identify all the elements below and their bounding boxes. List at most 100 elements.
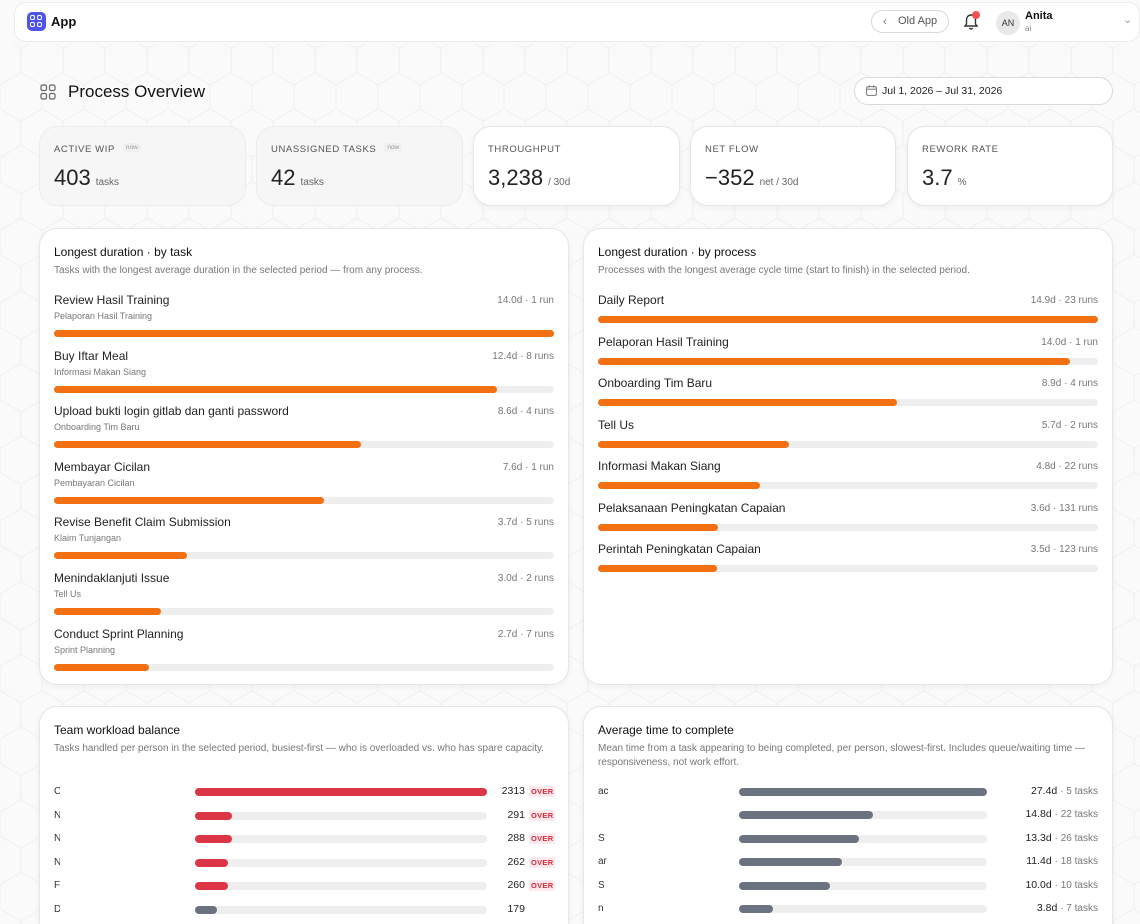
completion-time-bar-track: [739, 905, 987, 913]
process-name[interactable]: Perintah Peningkatan Capaian: [598, 542, 761, 556]
kpi-card-active-wip[interactable]: ACTIVE WIP now 403 tasks: [39, 126, 246, 206]
team-member-name[interactable]: N: [54, 856, 60, 868]
old-app-button[interactable]: ‹ Old App: [871, 10, 949, 33]
team-member-name[interactable]: D: [54, 904, 60, 915]
task-name[interactable]: Review Hasil Training: [54, 293, 170, 307]
avg-duration: 11.4d: [1026, 855, 1052, 868]
task-process-name: Informasi Makan Siang: [54, 366, 147, 377]
panel-title: Average time to complete: [598, 723, 734, 737]
kpi-badge: now: [122, 143, 141, 152]
duration-bar-track: [598, 440, 1098, 448]
app-name[interactable]: App: [51, 14, 77, 29]
process-name[interactable]: Onboarding Tim Baru: [598, 376, 713, 390]
duration-bar: [54, 552, 187, 560]
task-duration-meta: 14.0d · 1 run: [497, 295, 554, 306]
team-member-name[interactable]: ar: [598, 856, 607, 868]
date-range-picker[interactable]: Jul 1, 2026 – Jul 31, 2026: [854, 77, 1113, 105]
task-name[interactable]: Revise Benefit Claim Submission: [54, 515, 231, 530]
task-name[interactable]: Membayar Cicilan: [54, 459, 151, 474]
workload-bar: [195, 788, 487, 796]
task-process-name: Onboarding Tim Baru: [54, 422, 140, 433]
process-duration-meta: 5.7d · 2 runs: [1041, 419, 1098, 431]
kpi-card-net-flow[interactable]: NET FLOW −352 net / 30d: [690, 126, 896, 206]
process-name[interactable]: Pelaksanaan Peningkatan Capaian: [598, 500, 786, 515]
kpi-label: REWORK RATE: [922, 144, 999, 155]
kpi-value: −352 net / 30d: [705, 165, 799, 190]
task-count: · 5 tasks: [1060, 786, 1098, 797]
longest-duration-by-task-panel: Longest duration · by task Tasks with th…: [39, 228, 569, 685]
task-count: · 18 tasks: [1054, 856, 1098, 868]
kpi-card-throughput[interactable]: THROUGHPUT 3,238/ 30d: [473, 126, 680, 206]
team-member-name[interactable]: N: [54, 833, 60, 845]
team-member-name[interactable]: F: [54, 880, 60, 892]
average-time-to-complete-panel: Average time to complete Mean time from …: [583, 706, 1113, 924]
avg-duration: 10.0d: [1025, 878, 1052, 891]
task-name[interactable]: Conduct Sprint Planning: [54, 626, 184, 641]
task-process-name: Sprint Planning: [54, 644, 116, 655]
completion-time-value: 13.3d · 26 tasks: [1025, 832, 1098, 844]
completion-time-value: 11.4d · 18 tasks: [1026, 855, 1098, 867]
task-name[interactable]: Buy Iftar Meal: [54, 348, 129, 363]
process-name[interactable]: Informasi Makan Siang: [598, 459, 721, 473]
duration-bar-track: [54, 441, 554, 449]
panel-description: Mean time from a task appearing to being…: [598, 743, 1085, 768]
app-logo-icon[interactable]: [27, 12, 46, 31]
team-member-name[interactable]: S: [598, 832, 605, 844]
panel-title: Team workload balance: [54, 723, 181, 737]
over-badge: OVER: [529, 880, 556, 892]
duration-bar: [598, 316, 1098, 323]
workload-bar-track: [195, 788, 487, 796]
duration-bar-track: [54, 608, 554, 615]
duration-bar: [598, 399, 897, 406]
page-title: Process Overview: [68, 82, 205, 101]
duration-bar-track: [598, 357, 1098, 365]
duration-bar-track: [598, 482, 1098, 489]
chevron-down-icon[interactable]: ⌄: [1123, 14, 1133, 26]
team-member-name[interactable]: S: [598, 879, 605, 891]
duration-bar: [54, 608, 161, 615]
process-name[interactable]: Tell Us: [598, 417, 635, 432]
duration-bar-track: [54, 663, 554, 671]
panel-description: Tasks with the longest average duration …: [54, 265, 423, 276]
workload-bar: [195, 811, 232, 820]
task-count: 291: [507, 808, 525, 821]
completion-time-bar: [739, 881, 830, 890]
team-member-name[interactable]: ac: [598, 786, 608, 797]
duration-bar: [54, 441, 361, 449]
duration-bar-track: [598, 565, 1098, 572]
kpi-value: 3,238/ 30d: [488, 165, 571, 190]
duration-bar: [598, 482, 760, 489]
task-process-name: Pelaporan Hasil Training: [54, 311, 153, 321]
kpi-label: ACTIVE WIP now: [54, 143, 141, 155]
process-name[interactable]: Daily Report: [598, 293, 665, 307]
kpi-value: 3.7%: [922, 165, 967, 190]
old-app-label: Old App: [898, 15, 938, 27]
task-name[interactable]: Upload bukti login gitlab dan ganti pass…: [54, 404, 289, 419]
panel-description: Processes with the longest average cycle…: [598, 265, 970, 276]
kpi-card-rework-rate[interactable]: REWORK RATE 3.7%: [907, 126, 1113, 206]
task-count: · 10 tasks: [1054, 879, 1098, 891]
completion-time-bar: [739, 788, 987, 796]
task-count: 288: [507, 832, 525, 845]
team-member-name[interactable]: n: [598, 903, 604, 914]
process-name[interactable]: Pelaporan Hasil Training: [598, 334, 729, 349]
over-badge: OVER: [529, 809, 556, 821]
duration-bar-track: [54, 385, 554, 393]
workload-bar: [195, 858, 228, 867]
team-member-name[interactable]: C: [54, 786, 60, 797]
completion-time-bar: [739, 905, 774, 913]
completion-time-bar: [739, 811, 873, 820]
user-name[interactable]: Anita: [1025, 10, 1053, 22]
kpi-card-unassigned-tasks[interactable]: UNASSIGNED TASKS now 42 tasks: [256, 126, 463, 206]
completion-time-bar-track: [739, 811, 987, 820]
task-duration-meta: 3.0d · 2 runs: [497, 573, 554, 584]
over-badge: OVER: [529, 786, 556, 797]
task-name[interactable]: Menindaklanjuti Issue: [54, 571, 170, 585]
avatar[interactable]: AN: [996, 11, 1020, 35]
completion-time-bar: [739, 858, 843, 867]
date-range-label: Jul 1, 2026 – Jul 31, 2026: [882, 85, 1003, 97]
kpi-badge: now: [384, 143, 403, 152]
team-member-name[interactable]: N: [54, 809, 60, 821]
process-duration-meta: 3.5d · 123 runs: [1030, 544, 1098, 555]
